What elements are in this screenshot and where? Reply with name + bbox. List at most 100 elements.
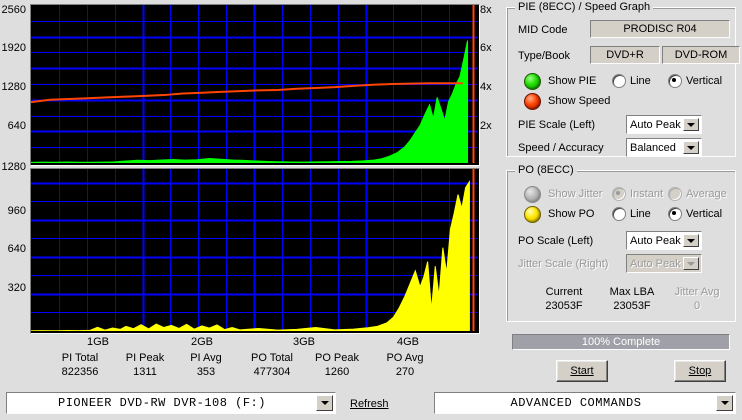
po-vertical-label[interactable]: Vertical bbox=[686, 208, 723, 220]
pie-speed-plot bbox=[31, 5, 479, 165]
pie-ytick-2560: 2560 bbox=[1, 4, 26, 16]
chevron-down-icon[interactable] bbox=[316, 395, 333, 411]
pie-ytick-640: 640 bbox=[7, 120, 26, 132]
po-vertical-radio[interactable] bbox=[668, 207, 682, 221]
chevron-down-icon[interactable] bbox=[683, 118, 699, 131]
type-value: DVD+R bbox=[590, 46, 660, 64]
speed-accuracy-select[interactable]: Balanced bbox=[626, 138, 702, 157]
stat-pi-peak: PI Peak 1311 bbox=[110, 352, 180, 379]
jitter-instant-radio bbox=[612, 187, 626, 201]
speed-ytick-8x: 8x bbox=[480, 4, 492, 16]
stat-header: PO Avg bbox=[386, 352, 424, 364]
speed-accuracy-label: Speed / Accuracy bbox=[518, 142, 604, 154]
stop-button[interactable]: Stop bbox=[674, 360, 726, 382]
xtick-1gb: 1GB bbox=[86, 336, 109, 348]
right-panel: PIE (8ECC) / Speed Graph MID Code PRODIS… bbox=[498, 0, 742, 390]
po-chart[interactable] bbox=[30, 168, 480, 334]
show-po-lamp-icon[interactable] bbox=[524, 206, 541, 223]
chevron-down-icon bbox=[683, 257, 699, 270]
speed-ytick-4x: 4x bbox=[480, 81, 492, 93]
refresh-label-text: Refresh bbox=[350, 398, 389, 410]
pie-ytick-1920: 1920 bbox=[1, 42, 26, 54]
pie-line-radio[interactable] bbox=[612, 74, 626, 88]
commands-select-value: ADVANCED COMMANDS bbox=[510, 396, 642, 410]
chevron-down-icon[interactable] bbox=[683, 234, 699, 247]
jitter-avg-value: 0 bbox=[693, 300, 701, 312]
current-value: 23053F bbox=[545, 300, 583, 312]
stat-header: PI Total bbox=[61, 352, 99, 364]
stat-po-total: PO Total 477304 bbox=[234, 352, 310, 379]
po-ytick-320: 320 bbox=[7, 282, 26, 294]
po-scale-value: Auto Peak bbox=[630, 234, 681, 247]
stat-value: 353 bbox=[196, 366, 216, 378]
speed-ytick-6x: 6x bbox=[480, 42, 492, 54]
stat-value: 270 bbox=[395, 366, 415, 378]
chevron-down-icon[interactable] bbox=[683, 141, 699, 154]
stat-header: PI Avg bbox=[190, 352, 222, 364]
progress-bar: 100% Complete bbox=[512, 334, 730, 350]
current-label: Current bbox=[545, 286, 583, 298]
po-scale-label: PO Scale (Left) bbox=[518, 235, 594, 247]
max-lba-value: 23053F bbox=[613, 300, 651, 312]
pie-scale-value: Auto Peak bbox=[630, 118, 681, 131]
show-jitter-lamp-icon bbox=[524, 186, 541, 203]
stat-header: PI Peak bbox=[125, 352, 165, 364]
pie-vertical-label[interactable]: Vertical bbox=[686, 75, 723, 87]
show-speed-label[interactable]: Show Speed bbox=[548, 95, 611, 107]
po-plot bbox=[31, 169, 479, 333]
refresh-label[interactable]: Refresh bbox=[350, 398, 389, 410]
stat-value: 822356 bbox=[61, 366, 99, 378]
stop-button-label: Stop bbox=[688, 365, 712, 377]
pie-scale-select[interactable]: Auto Peak bbox=[626, 115, 702, 134]
pie-vertical-radio[interactable] bbox=[668, 74, 682, 88]
progress-fill bbox=[513, 335, 729, 349]
stat-value: 1260 bbox=[324, 366, 350, 378]
book-text: DVD-ROM bbox=[674, 49, 728, 61]
mid-code-text: PRODISC R04 bbox=[623, 23, 697, 35]
po-group-title: PO (8ECC) bbox=[515, 164, 577, 176]
type-book-label: Type/Book bbox=[518, 50, 570, 62]
max-lba-label: Max LBA bbox=[609, 286, 655, 298]
speed-accuracy-value: Balanced bbox=[630, 141, 676, 154]
po-ytick-640: 640 bbox=[7, 243, 26, 255]
bottom-bar: PIONEER DVD-RW DVR-108 (F:) Refresh ADVA… bbox=[0, 390, 742, 420]
show-speed-lamp-icon[interactable] bbox=[524, 93, 541, 110]
po-line-label[interactable]: Line bbox=[630, 208, 651, 220]
show-pie-label[interactable]: Show PIE bbox=[548, 75, 597, 87]
start-button-label: Start bbox=[570, 365, 594, 377]
po-line-radio[interactable] bbox=[612, 207, 626, 221]
stat-pi-total: PI Total 822356 bbox=[42, 352, 118, 379]
jitter-avg-label: Jitter Avg bbox=[674, 286, 720, 298]
po-scale-select[interactable]: Auto Peak bbox=[626, 231, 702, 250]
jitter-scale-select: Auto Peak bbox=[626, 254, 702, 273]
pie-line-label[interactable]: Line bbox=[630, 75, 651, 87]
chevron-down-icon[interactable] bbox=[716, 395, 733, 411]
start-button[interactable]: Start bbox=[556, 360, 608, 382]
book-value: DVD-ROM bbox=[662, 46, 740, 64]
stat-po-peak: PO Peak 1260 bbox=[302, 352, 372, 379]
drive-select[interactable]: PIONEER DVD-RW DVR-108 (F:) bbox=[6, 392, 336, 414]
pie-speed-group: PIE (8ECC) / Speed Graph bbox=[506, 1, 736, 157]
jitter-average-label: Average bbox=[686, 188, 727, 200]
mid-code-label: MID Code bbox=[518, 24, 568, 36]
po-ytick-960: 960 bbox=[7, 205, 26, 217]
show-pie-lamp-icon[interactable] bbox=[524, 73, 541, 90]
commands-select[interactable]: ADVANCED COMMANDS bbox=[434, 392, 736, 414]
pie-scale-label: PIE Scale (Left) bbox=[518, 119, 596, 131]
po-ytick-1280: 1280 bbox=[1, 161, 26, 173]
pie-speed-group-title: PIE (8ECC) / Speed Graph bbox=[515, 1, 654, 13]
xtick-3gb: 3GB bbox=[292, 336, 315, 348]
speed-ytick-2x: 2x bbox=[480, 120, 492, 132]
xtick-2gb: 2GB bbox=[190, 336, 213, 348]
pie-ytick-1280: 1280 bbox=[1, 81, 26, 93]
show-po-label[interactable]: Show PO bbox=[548, 208, 595, 220]
stat-value: 1311 bbox=[133, 366, 157, 378]
stat-po-avg: PO Avg 270 bbox=[370, 352, 440, 379]
jitter-scale-label: Jitter Scale (Right) bbox=[518, 258, 609, 270]
progress-text: 100% Complete bbox=[581, 336, 661, 348]
pie-speed-chart[interactable] bbox=[30, 4, 480, 166]
jitter-scale-value: Auto Peak bbox=[630, 257, 681, 270]
drive-select-value: PIONEER DVD-RW DVR-108 (F:) bbox=[58, 396, 266, 410]
show-jitter-label: Show Jitter bbox=[548, 188, 603, 200]
